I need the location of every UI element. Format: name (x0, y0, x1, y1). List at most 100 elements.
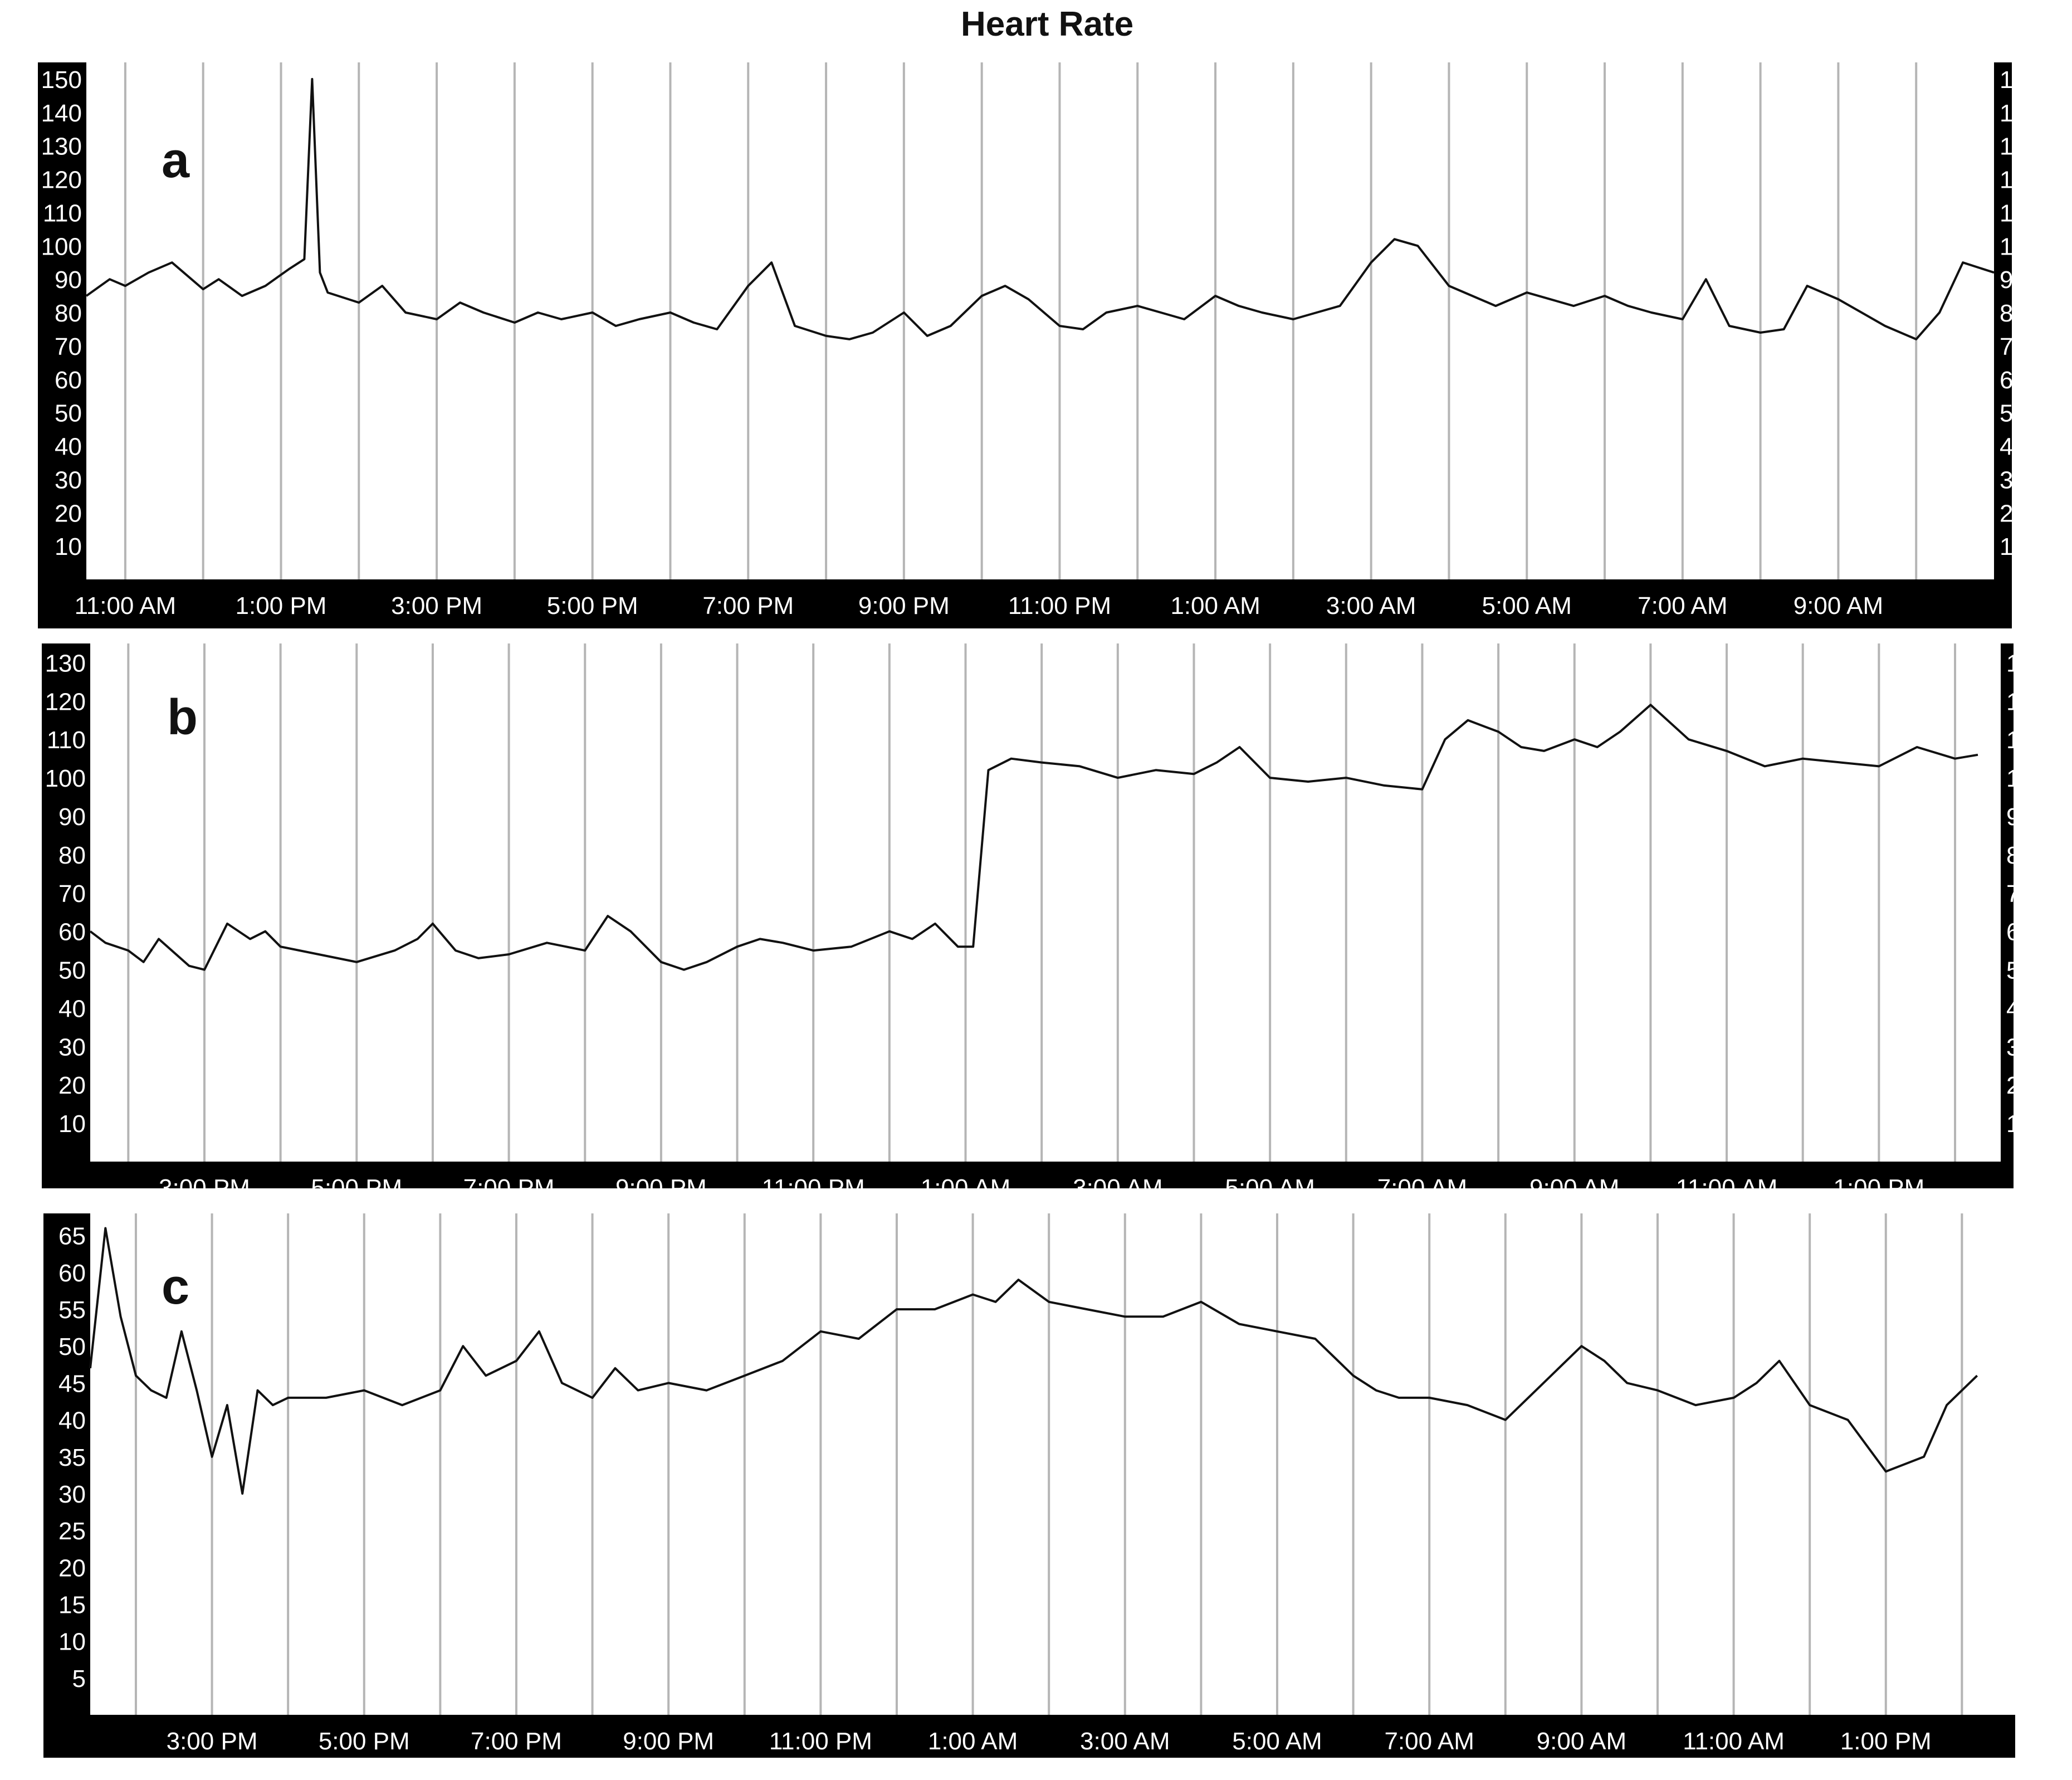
x-tick-label: 3:00 AM (1080, 1728, 1170, 1755)
plot-area (86, 62, 1994, 579)
y-tick-label-left: 50 (55, 400, 82, 427)
x-tick-label: 1:00 AM (928, 1728, 1018, 1755)
y-tick-label-left: 10 (58, 1110, 86, 1138)
y-tick-label-left: 110 (47, 726, 86, 754)
y-tick-label-right: 80 (2006, 842, 2034, 869)
y-tick-label-left: 100 (41, 233, 82, 260)
y-tick-label-left: 90 (55, 266, 82, 294)
y-tick-label-left: 40 (58, 1407, 86, 1435)
y-tick-label-left: 110 (43, 199, 82, 227)
y-tick-label-right: 15 (2021, 1591, 2048, 1618)
y-tick-label-right: 60 (2006, 919, 2034, 946)
plot-area (90, 1213, 2015, 1715)
x-tick-label: 9:00 PM (623, 1728, 714, 1755)
x-tick-label: 3:00 AM (1073, 1174, 1162, 1202)
y-tick-label-right: 20 (2021, 1554, 2048, 1582)
x-tick-label: 11:00 AM (1683, 1728, 1785, 1755)
y-tick-label-right: 35 (2021, 1444, 2048, 1471)
y-tick-label-right: 50 (2000, 400, 2027, 427)
y-tick-label-left: 70 (55, 333, 82, 360)
y-tick-label-left: 60 (58, 919, 86, 946)
y-tick-label-right: 10 (2000, 533, 2027, 560)
y-tick-label-left: 5 (72, 1665, 86, 1693)
panel-label: b (167, 690, 198, 745)
x-tick-label: 5:00 AM (1225, 1174, 1314, 1202)
plot-area (90, 643, 2001, 1162)
x-tick-label: 7:00 AM (1384, 1728, 1474, 1755)
y-tick-label-right: 110 (2006, 726, 2045, 754)
y-tick-label-right: 60 (2021, 1260, 2048, 1287)
y-tick-label-right: 110 (2000, 199, 2039, 227)
y-tick-label-right: 100 (2006, 765, 2047, 792)
y-tick-label-right: 70 (2000, 333, 2027, 360)
y-tick-label-left: 70 (58, 880, 86, 908)
x-tick-label: 11:00 AM (75, 592, 177, 620)
x-tick-label: 3:00 PM (159, 1174, 250, 1202)
x-tick-label: 1:00 PM (1840, 1728, 1932, 1755)
x-tick-label: 11:00 PM (769, 1728, 872, 1755)
x-tick-label: 5:00 PM (547, 592, 638, 620)
y-tick-label-right: 10 (2021, 1628, 2048, 1656)
y-tick-label-right: 80 (2000, 300, 2027, 327)
y-tick-label-left: 130 (41, 133, 82, 160)
y-tick-label-right: 90 (2006, 803, 2034, 831)
y-tick-label-right: 65 (2021, 1223, 2048, 1250)
y-tick-label-left: 60 (58, 1260, 86, 1287)
x-tick-label: 1:00 PM (1833, 1174, 1924, 1202)
y-tick-label-right: 30 (2021, 1481, 2048, 1508)
y-tick-label-right: 100 (2000, 233, 2040, 260)
y-tick-label-left: 50 (58, 1333, 86, 1360)
y-tick-label-left: 65 (58, 1223, 86, 1250)
y-tick-label-right: 20 (2006, 1072, 2034, 1099)
x-tick-label: 5:00 PM (311, 1174, 402, 1202)
panel-b: 10 10 20 20 30 30 40 40 50 50 60 60 70 70 80 80 90 90 100 1… (42, 643, 2047, 1202)
x-tick-label: 3:00 PM (391, 592, 482, 620)
y-tick-label-left: 10 (58, 1628, 86, 1656)
x-tick-label: 1:00 AM (1170, 592, 1260, 620)
y-tick-label-right: 25 (2021, 1518, 2048, 1545)
y-tick-label-left: 35 (58, 1444, 86, 1471)
y-tick-label-left: 90 (58, 803, 86, 831)
panel-label: c (162, 1259, 189, 1315)
x-tick-label: 3:00 PM (167, 1728, 258, 1755)
y-tick-label-left: 120 (45, 688, 86, 715)
x-tick-label: 7:00 PM (702, 592, 794, 620)
figure-title: Heart Rate (960, 5, 1134, 43)
heart-rate-line (85, 77, 1995, 340)
y-tick-label-left: 50 (58, 957, 86, 984)
y-tick-label-right: 130 (2006, 650, 2047, 677)
y-tick-label-right: 40 (2021, 1407, 2048, 1435)
y-tick-label-left: 25 (58, 1518, 86, 1545)
y-tick-label-left: 30 (58, 1481, 86, 1508)
x-tick-label: 1:00 AM (921, 1174, 1010, 1202)
y-tick-label-left: 10 (55, 533, 82, 560)
y-tick-label-right: 70 (2006, 880, 2034, 908)
y-tick-label-left: 80 (55, 300, 82, 327)
x-tick-label: 7:00 PM (471, 1728, 562, 1755)
y-tick-label-left: 120 (41, 167, 82, 194)
y-tick-label-left: 130 (45, 650, 86, 677)
x-tick-label: 11:00 AM (1676, 1174, 1778, 1202)
y-tick-label-left: 20 (55, 500, 82, 527)
x-tick-label: 7:00 AM (1377, 1174, 1467, 1202)
y-tick-label-right: 120 (2006, 688, 2047, 715)
y-tick-label-right: 140 (2000, 100, 2040, 127)
y-tick-label-right: 60 (2000, 367, 2027, 394)
x-tick-label: 5:00 AM (1482, 592, 1572, 620)
y-tick-label-left: 40 (58, 995, 86, 1022)
y-tick-label-right: 120 (2000, 167, 2040, 194)
y-tick-label-right: 30 (2006, 1033, 2034, 1061)
y-tick-label-left: 100 (45, 765, 86, 792)
x-tick-label: 11:00 PM (1008, 592, 1111, 620)
x-tick-label: 9:00 PM (858, 592, 950, 620)
x-tick-label: 5:00 AM (1232, 1728, 1322, 1755)
y-tick-label-right: 150 (2000, 66, 2040, 94)
y-tick-label-left: 30 (58, 1033, 86, 1061)
x-tick-label: 7:00 PM (463, 1174, 555, 1202)
y-tick-label-left: 40 (55, 433, 82, 461)
x-tick-label: 9:00 AM (1537, 1728, 1626, 1755)
y-tick-label-left: 30 (55, 466, 82, 494)
y-tick-label-right: 130 (2000, 133, 2040, 160)
y-tick-label-left: 15 (58, 1591, 86, 1618)
